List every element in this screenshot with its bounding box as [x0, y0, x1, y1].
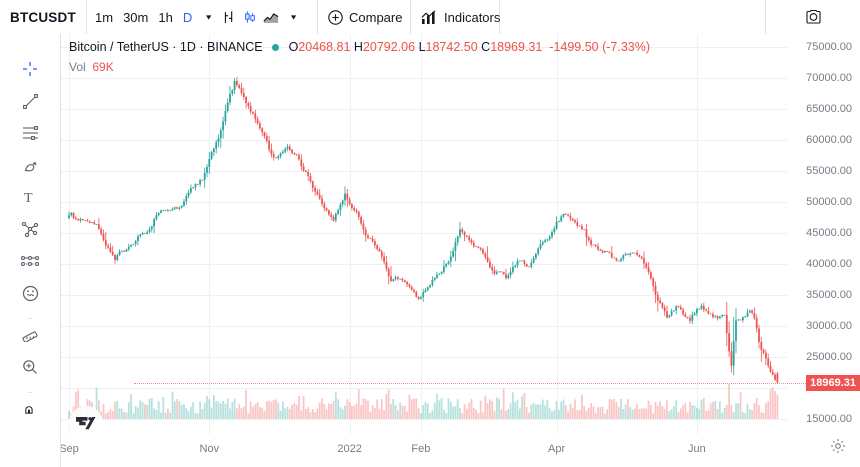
svg-text:T: T [24, 191, 33, 205]
